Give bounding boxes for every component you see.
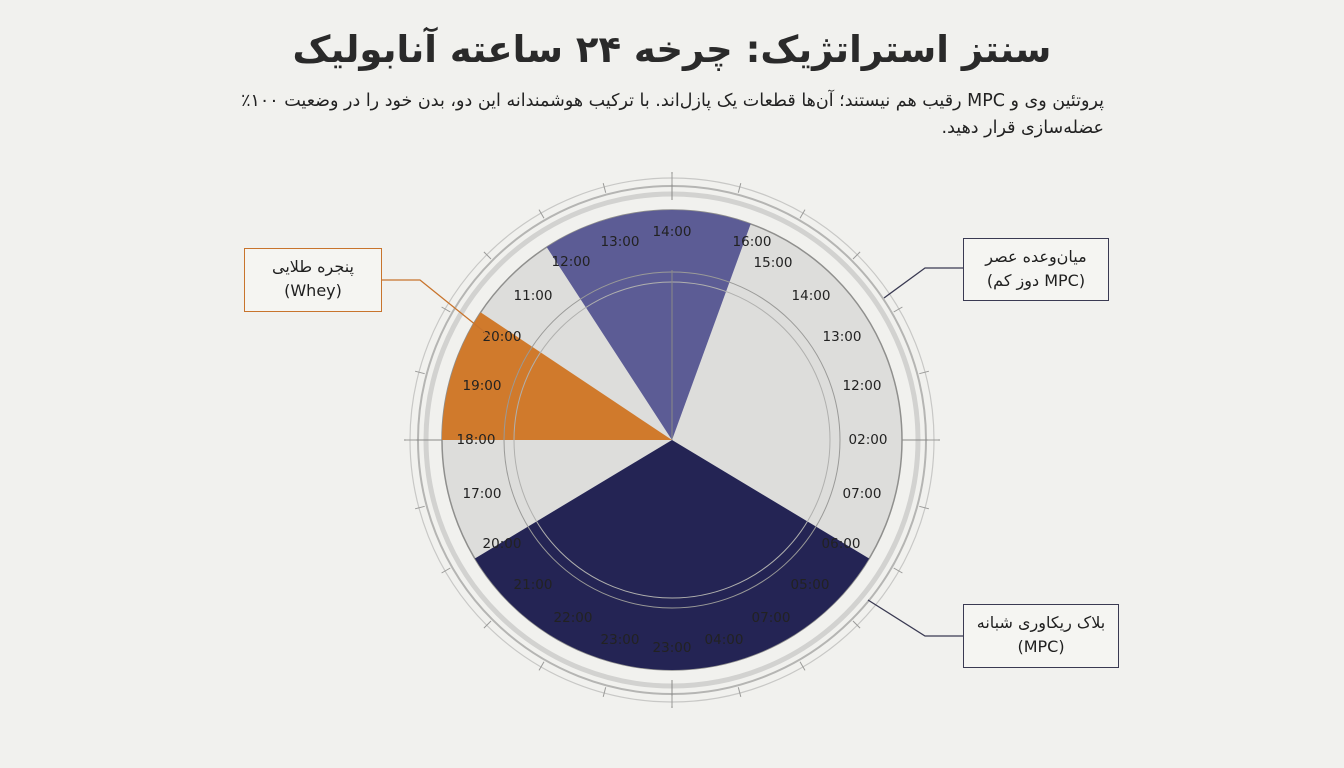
tick-mark bbox=[483, 251, 492, 260]
hour-label: 12:00 bbox=[843, 378, 882, 394]
hour-label: 20:00 bbox=[483, 536, 522, 552]
callout-golden-line2: (Whey) bbox=[284, 281, 342, 300]
hour-label: 07:00 bbox=[752, 610, 791, 626]
leader-afternoon bbox=[883, 267, 963, 299]
hour-label: 17:00 bbox=[463, 486, 502, 502]
tick-mark bbox=[799, 209, 806, 219]
tick-mark bbox=[602, 687, 607, 698]
hour-labels: 14:00 16:00 15:00 14:00 13:00 12:00 02:00 07:00… bbox=[457, 224, 888, 656]
tick-mark bbox=[852, 251, 861, 260]
hour-label: 07:00 bbox=[843, 486, 882, 502]
callout-afternoon-line2: (MPC دوز کم) bbox=[986, 271, 1086, 290]
hour-label: 18:00 bbox=[457, 432, 496, 448]
hour-label: 13:00 bbox=[601, 234, 640, 250]
segment-1 bbox=[546, 210, 751, 440]
page-title: سنتز استراتژیک: چرخه ۲۴ ساعته آنابولیک bbox=[292, 28, 1052, 71]
tick-mark bbox=[483, 620, 492, 629]
hour-label: 06:00 bbox=[822, 536, 861, 552]
hour-label: 14:00 bbox=[792, 288, 831, 304]
hour-label: 02:00 bbox=[849, 432, 888, 448]
schedule-segments bbox=[442, 210, 870, 670]
callout-afternoon-line1: میان‌وعده عصر bbox=[985, 247, 1087, 266]
tick-marks bbox=[406, 174, 938, 706]
tick-mark bbox=[893, 306, 903, 313]
hour-label: 04:00 bbox=[705, 632, 744, 648]
page-subtitle: پروتئین وی و MPC رقیب هم نیستند؛ آن‌ها ق… bbox=[241, 91, 1104, 138]
tick-mark bbox=[602, 182, 607, 193]
hour-label: 14:00 bbox=[653, 224, 692, 240]
leader-golden bbox=[382, 279, 493, 339]
hour-label: 11:00 bbox=[514, 288, 553, 304]
hour-label: 12:00 bbox=[552, 254, 591, 270]
callout-night-line1: بلاک ریکاوری شبانه bbox=[976, 613, 1106, 632]
hour-label: 19:00 bbox=[463, 378, 502, 394]
tick-mark bbox=[799, 661, 806, 671]
hour-label: 23:00 bbox=[653, 640, 692, 656]
leader-night bbox=[867, 599, 963, 637]
hour-label: 16:00 bbox=[733, 234, 772, 250]
tick-mark bbox=[919, 505, 930, 510]
callout-night-recovery: بلاک ریکاوری شبانه (MPC) bbox=[963, 604, 1119, 668]
tick-mark bbox=[919, 370, 930, 375]
tick-mark bbox=[538, 209, 545, 219]
hour-label: 20:00 bbox=[483, 329, 522, 345]
tick-mark bbox=[893, 567, 903, 574]
tick-mark bbox=[737, 687, 742, 698]
callout-night-line2: (MPC) bbox=[1017, 637, 1065, 656]
tick-mark bbox=[737, 182, 742, 193]
callout-golden-window: پنجره طلایی (Whey) bbox=[244, 248, 382, 312]
segment-2 bbox=[474, 440, 870, 670]
tick-mark bbox=[414, 505, 425, 510]
tick-mark bbox=[538, 661, 545, 671]
hour-label: 15:00 bbox=[754, 255, 793, 271]
callout-golden-line1: پنجره طلایی bbox=[272, 257, 354, 276]
tick-mark bbox=[441, 306, 451, 313]
tick-mark bbox=[441, 567, 451, 574]
segment-0 bbox=[442, 312, 672, 440]
hour-label: 05:00 bbox=[791, 577, 830, 593]
callout-afternoon-snack: میان‌وعده عصر (MPC دوز کم) bbox=[963, 238, 1109, 301]
hour-label: 22:00 bbox=[554, 610, 593, 626]
hour-label: 13:00 bbox=[823, 329, 862, 345]
tick-mark bbox=[852, 620, 861, 629]
hour-label: 23:00 bbox=[601, 632, 640, 648]
hour-label: 21:00 bbox=[514, 577, 553, 593]
tick-mark bbox=[414, 370, 425, 375]
